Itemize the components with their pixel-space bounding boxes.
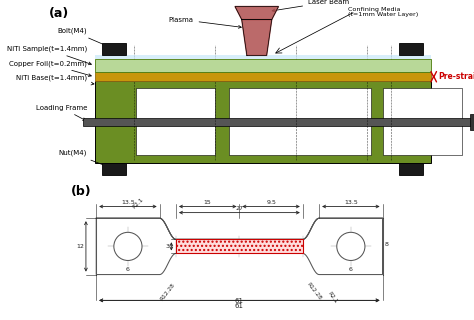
Text: 9.5: 9.5	[266, 200, 276, 205]
Bar	[399, 43, 423, 55]
Text: 8: 8	[385, 243, 389, 247]
Text: Nut(M4): Nut(M4)	[58, 150, 111, 168]
Bar	[136, 88, 215, 155]
Bar	[102, 43, 127, 55]
Bar	[399, 163, 423, 175]
Text: (b): (b)	[71, 185, 91, 198]
Text: 61: 61	[235, 298, 244, 304]
Text: 6: 6	[126, 267, 130, 272]
Text: 6: 6	[349, 267, 353, 272]
Bar	[470, 114, 474, 130]
Text: 13.5: 13.5	[121, 200, 135, 205]
Text: 15: 15	[204, 200, 211, 205]
Text: R2.1: R2.1	[326, 291, 338, 305]
Text: R12.28: R12.28	[305, 282, 322, 301]
Polygon shape	[96, 218, 383, 275]
Bar	[95, 59, 430, 72]
Polygon shape	[235, 6, 278, 20]
Text: Pre-strain: Pre-strain	[438, 72, 474, 81]
Text: Loading Frame: Loading Frame	[36, 105, 87, 121]
Bar	[95, 55, 430, 59]
Text: R12.28: R12.28	[160, 282, 176, 301]
Text: Laser Beam: Laser Beam	[272, 0, 349, 12]
Text: NiTi Sample(t=1.4mm): NiTi Sample(t=1.4mm)	[7, 46, 91, 65]
Bar	[102, 163, 127, 175]
Text: NiTi Base(t=1.4mm): NiTi Base(t=1.4mm)	[16, 75, 94, 85]
Text: 61: 61	[235, 303, 244, 309]
Bar	[95, 82, 430, 163]
Text: Bolt(M4): Bolt(M4)	[57, 28, 111, 48]
Text: 13.5: 13.5	[344, 200, 358, 205]
Bar	[383, 88, 462, 155]
Bar	[95, 72, 430, 82]
Polygon shape	[242, 20, 272, 55]
Text: Confining Media
(t=1mm Water Layer): Confining Media (t=1mm Water Layer)	[347, 6, 418, 17]
Text: Plasma: Plasma	[169, 17, 241, 28]
Text: 3: 3	[166, 244, 170, 249]
Bar	[176, 239, 303, 253]
Text: 6: 6	[129, 240, 133, 245]
Text: Copper Foil(t=0.2mm): Copper Foil(t=0.2mm)	[9, 60, 91, 76]
Text: (a): (a)	[49, 6, 69, 20]
Text: 12: 12	[77, 244, 84, 249]
Circle shape	[114, 232, 142, 260]
Text: R2.1: R2.1	[132, 197, 145, 210]
Bar	[83, 118, 474, 126]
Text: 6: 6	[352, 240, 356, 245]
Circle shape	[337, 232, 365, 260]
Text: 27: 27	[236, 206, 243, 211]
Bar	[229, 88, 371, 155]
